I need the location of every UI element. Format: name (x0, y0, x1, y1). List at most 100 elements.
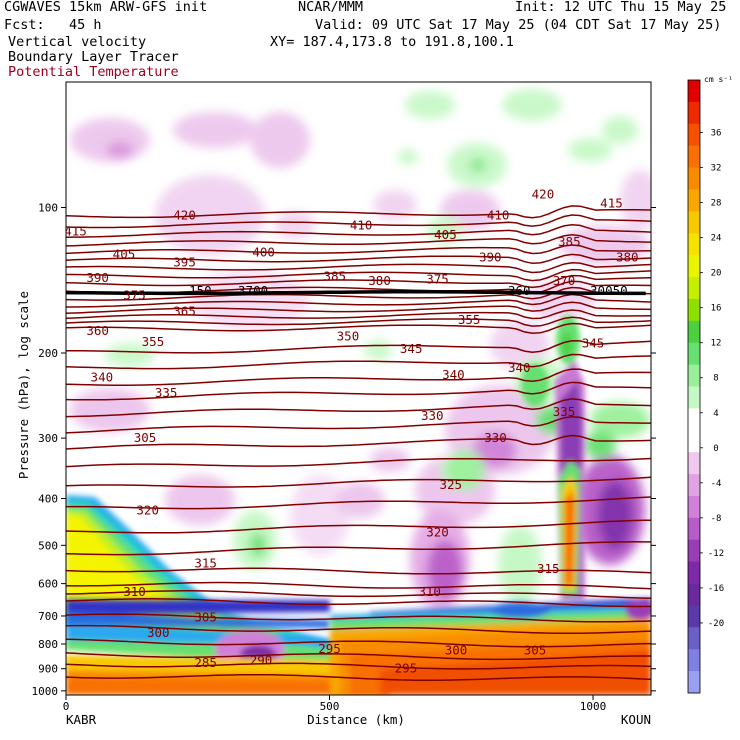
colorbar-tick-label: -4 (711, 479, 722, 489)
isentrope-label: 365 (173, 303, 196, 318)
y-tick-label: 100 (38, 201, 58, 214)
potential-temperature-labels: 415 420 410 410 420 415 405 395 400 405 390 385 380 3… (66, 187, 639, 676)
isentrope-label: 420 (532, 187, 555, 202)
isentrope-line (66, 457, 651, 468)
colorbar-swatch (688, 255, 700, 278)
isentrope-label: 405 (113, 246, 136, 261)
isentrope-line (66, 476, 651, 488)
colorbar-swatch (688, 627, 700, 650)
isentrope-label: 410 (350, 218, 373, 233)
colorbar-swatch (688, 583, 700, 606)
isentrope-label: 385 (558, 234, 581, 249)
isentrope-label: 305 (194, 609, 217, 624)
header-field-boundary-layer-tracer: Boundary Layer Tracer (8, 49, 179, 65)
colorbar-tick-label: -12 (708, 549, 724, 559)
isentrope-line (66, 368, 651, 386)
colorbar-swatch (688, 474, 700, 497)
colorbar-swatch (688, 561, 700, 584)
isentrope-label: 335 (553, 404, 576, 419)
y-tick-label: 800 (38, 638, 58, 651)
isentrope-line (66, 234, 651, 247)
isentrope-line (66, 581, 651, 590)
colorbar-tick-label: -16 (708, 584, 724, 594)
colorbar-swatch (688, 211, 700, 234)
isentrope-label: 375 (123, 287, 146, 302)
isentrope-label: 290 (250, 652, 273, 667)
header-init-time: Init: 12 UTC Thu 15 May 25 (515, 0, 727, 15)
isentrope-label: 400 (252, 245, 275, 260)
isentrope-label: 340 (442, 367, 465, 382)
x-tick-label: 500 (320, 700, 340, 713)
colorbar-swatch (688, 145, 700, 168)
isentrope-line (66, 567, 651, 575)
isentrope-line (66, 613, 651, 623)
isentrope-line (66, 638, 651, 648)
colorbar: 36 32 28 24 20 16 12 8 4 0 -4 -8 -12 -16 -20 (687, 79, 724, 694)
x-axis-label: Distance (km) (307, 712, 405, 727)
colorbar-swatch (688, 189, 700, 212)
tropopause-label: 150 (189, 283, 212, 298)
y-axis-label: Pressure (hPa), log scale (16, 291, 31, 479)
colorbar-swatch (688, 277, 700, 300)
isentrope-line (66, 598, 651, 608)
isentrope-label: 380 (368, 273, 391, 288)
colorbar-swatch (688, 671, 700, 694)
isentrope-line (66, 261, 651, 274)
colorbar-swatch (688, 298, 700, 322)
isentrope-line (66, 223, 651, 238)
colorbar-tick-label: -8 (711, 514, 722, 524)
isentrope-line (66, 340, 651, 354)
potential-temperature-contours (66, 205, 651, 682)
colorbar-swatch (688, 80, 700, 103)
colorbar-swatch (688, 495, 700, 519)
colorbar-swatch (688, 364, 700, 387)
header-model-title: CGWAVES 15km ARW-GFS init (4, 0, 208, 15)
isentrope-label: 310 (123, 584, 146, 599)
colorbar-tick-label: 12 (711, 339, 722, 349)
y-tick-label: 900 (38, 663, 58, 676)
isentrope-label: 315 (194, 555, 217, 570)
isentrope-line (66, 322, 651, 335)
y-tick-label: 400 (38, 492, 58, 505)
y-tick-label: 500 (38, 539, 58, 552)
x-tick-label: 1000 (580, 700, 607, 713)
isentrope-label: 330 (484, 430, 507, 445)
isentrope-line (66, 274, 651, 289)
header-cross-section-coords: XY= 187.4,173.8 to 191.8,100.1 (270, 34, 514, 50)
colorbar-tick-label: 32 (711, 164, 722, 174)
isentrope-line (66, 673, 651, 682)
colorbar-swatch (688, 452, 700, 475)
isentrope-label: 380 (616, 250, 639, 265)
isentrope-line (66, 624, 651, 634)
isentrope-label: 385 (323, 269, 346, 284)
isentrope-line (66, 205, 651, 219)
isentrope-label: 340 (91, 370, 114, 385)
isentrope-label: 375 (426, 272, 449, 287)
isentrope-label: 330 (421, 408, 444, 423)
isentrope-line (66, 496, 651, 510)
y-tick-label: 700 (38, 610, 58, 623)
y-tick-label: 200 (38, 347, 58, 360)
isentrope-label: 415 (600, 195, 623, 210)
colorbar-tick-label: 4 (713, 409, 718, 419)
isentrope-line (66, 253, 651, 265)
colorbar-tick-label: 20 (711, 269, 722, 279)
tropopause-line (66, 290, 646, 296)
isentrope-label: 355 (458, 312, 481, 327)
right-station-label: KOUN (621, 712, 651, 727)
isentrope-label: 410 (487, 208, 510, 223)
isentrope-label: 345 (400, 341, 423, 356)
isentrope-label: 300 (147, 625, 170, 640)
colorbar-swatch (688, 517, 700, 541)
y-tick-label: 300 (38, 432, 58, 445)
colorbar-swatch (688, 539, 700, 563)
colorbar-swatch (688, 123, 700, 147)
isentrope-label: 420 (173, 208, 196, 223)
isentrope-line (66, 652, 651, 661)
tropopause-label: 360 (508, 283, 531, 298)
tropopause-label: 30050 (590, 283, 628, 298)
isentrope-label: 325 (439, 477, 462, 492)
tropopause-path (66, 290, 646, 296)
isentrope-label: 350 (337, 329, 360, 344)
colorbar-swatch (688, 167, 700, 190)
